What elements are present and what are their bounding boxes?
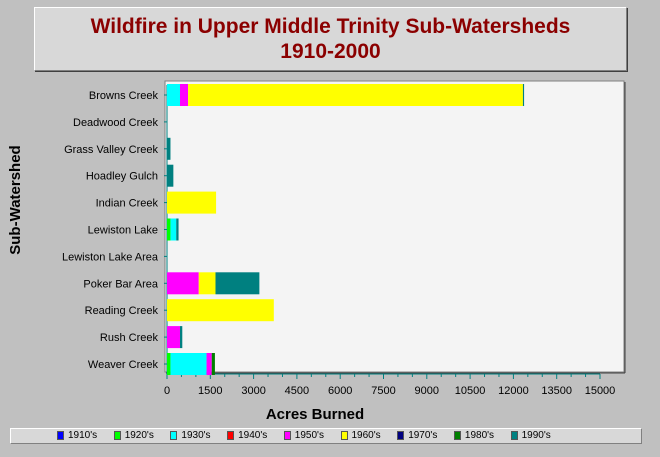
y-tick-label: Hoadley Gulch <box>86 171 158 183</box>
y-tick-label: Grass Valley Creek <box>64 144 158 156</box>
x-tick-label: 9000 <box>415 385 439 397</box>
chart-subtitle: 1910-2000 <box>280 40 381 63</box>
legend-swatch <box>57 430 64 440</box>
bar-segment <box>167 191 217 214</box>
chart-title-box: Wildfire in Upper Middle Trinity Sub-Wat… <box>34 7 627 71</box>
chart-plot: 0 1500 3000 4500 6000 7500 9000 10500 12000 13500… <box>62 80 626 397</box>
y-tick-label: Lewiston Lake Area <box>62 251 159 263</box>
legend-label: 1980's <box>464 430 495 441</box>
legend-swatch <box>510 430 518 440</box>
bar-segment <box>206 353 212 375</box>
legend-label: 1940's <box>238 430 268 441</box>
bar-segment <box>179 84 189 106</box>
legend-swatch <box>453 430 461 440</box>
legend-entry: 1920's <box>113 430 154 442</box>
bar-segment <box>179 326 183 349</box>
legend-entry: 1950's <box>283 430 324 442</box>
chart-title: Wildfire in Upper Middle Trinity Sub-Wat… <box>90 15 571 38</box>
chart-legend: 1910's 1920's 1930's 1940's 1950's 1960's 1970… <box>10 428 642 444</box>
x-tick-label: 7500 <box>371 385 395 397</box>
bar-segment <box>170 218 177 241</box>
bar-segment <box>167 137 171 160</box>
plot-area <box>164 80 625 373</box>
legend-swatch <box>340 430 348 440</box>
x-tick-label: 6000 <box>328 385 352 397</box>
x-tick-label: 12000 <box>498 385 529 397</box>
legend-label: 1930's <box>181 430 211 441</box>
bar-segment <box>211 353 215 375</box>
bar-segment <box>170 353 207 375</box>
legend-label: 1970's <box>408 430 438 441</box>
bar-segment <box>167 326 180 349</box>
legend-entry: 1970's <box>397 430 437 442</box>
legend-entry: 1980's <box>453 430 495 442</box>
x-tick-label: 4500 <box>285 385 309 397</box>
legend-entry: 1930's <box>170 430 211 442</box>
bar-segment <box>167 299 274 322</box>
legend-entry: 1910's <box>57 430 97 442</box>
legend-label: 1960's <box>351 430 381 441</box>
y-tick-label: Poker Bar Area <box>83 278 158 290</box>
bar-segment <box>215 272 260 295</box>
x-tick-label: 3000 <box>241 385 265 397</box>
bar-segment <box>167 353 171 375</box>
y-tick-label: Deadwood Creek <box>73 117 158 129</box>
x-tick-label: 1500 <box>198 385 222 397</box>
y-tick-label: Browns Creek <box>89 90 159 102</box>
bar-segment <box>167 218 171 241</box>
legend-swatch <box>113 430 121 440</box>
x-tick-label: 13500 <box>541 385 572 397</box>
y-tick-label: Weaver Creek <box>88 359 159 371</box>
x-axis-label: Acres Burned <box>265 406 365 423</box>
y-tick-label: Indian Creek <box>96 198 159 210</box>
legend-swatch <box>227 430 235 440</box>
x-tick-label: 15000 <box>585 385 616 397</box>
legend-swatch <box>170 430 178 440</box>
bar-segment <box>167 164 174 187</box>
legend-label: 1990's <box>521 430 551 441</box>
bar-segment <box>167 272 199 295</box>
legend-entry: 1940's <box>227 430 267 442</box>
x-tick-label: 0 <box>164 385 170 397</box>
y-tick-label: Lewiston Lake <box>88 225 158 237</box>
y-tick-label: Reading Creek <box>85 305 159 317</box>
y-tick-label: Rush Creek <box>100 332 159 344</box>
bar-segment <box>176 218 179 241</box>
legend-entry: 1960's <box>340 430 381 442</box>
legend-entry: 1990's <box>510 430 551 442</box>
bar-segment <box>522 84 525 106</box>
bar-segment <box>167 84 180 106</box>
bar-segment <box>188 84 523 106</box>
legend-label: 1950's <box>294 430 324 441</box>
bar-segment <box>198 272 216 295</box>
legend-swatch <box>397 430 405 440</box>
x-tick-label: 10500 <box>455 385 486 397</box>
legend-swatch <box>283 430 291 440</box>
legend-label: 1920's <box>124 430 154 441</box>
legend-label: 1910's <box>68 430 98 441</box>
